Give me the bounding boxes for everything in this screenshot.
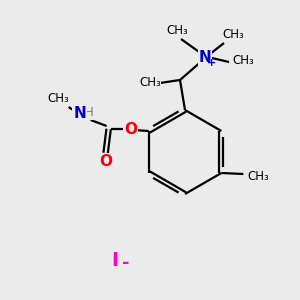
Text: N: N bbox=[73, 106, 86, 121]
Text: +: + bbox=[207, 58, 217, 68]
Text: CH₃: CH₃ bbox=[48, 92, 70, 106]
Text: N: N bbox=[199, 50, 212, 65]
Text: O: O bbox=[124, 122, 137, 136]
Text: I: I bbox=[111, 250, 118, 269]
Text: CH₃: CH₃ bbox=[139, 76, 161, 88]
Text: CH₃: CH₃ bbox=[248, 170, 269, 184]
Text: CH₃: CH₃ bbox=[166, 23, 188, 37]
Text: -: - bbox=[122, 254, 130, 272]
Text: O: O bbox=[99, 154, 112, 169]
Text: H: H bbox=[84, 106, 94, 119]
Text: CH₃: CH₃ bbox=[222, 28, 244, 40]
Text: CH₃: CH₃ bbox=[232, 55, 254, 68]
